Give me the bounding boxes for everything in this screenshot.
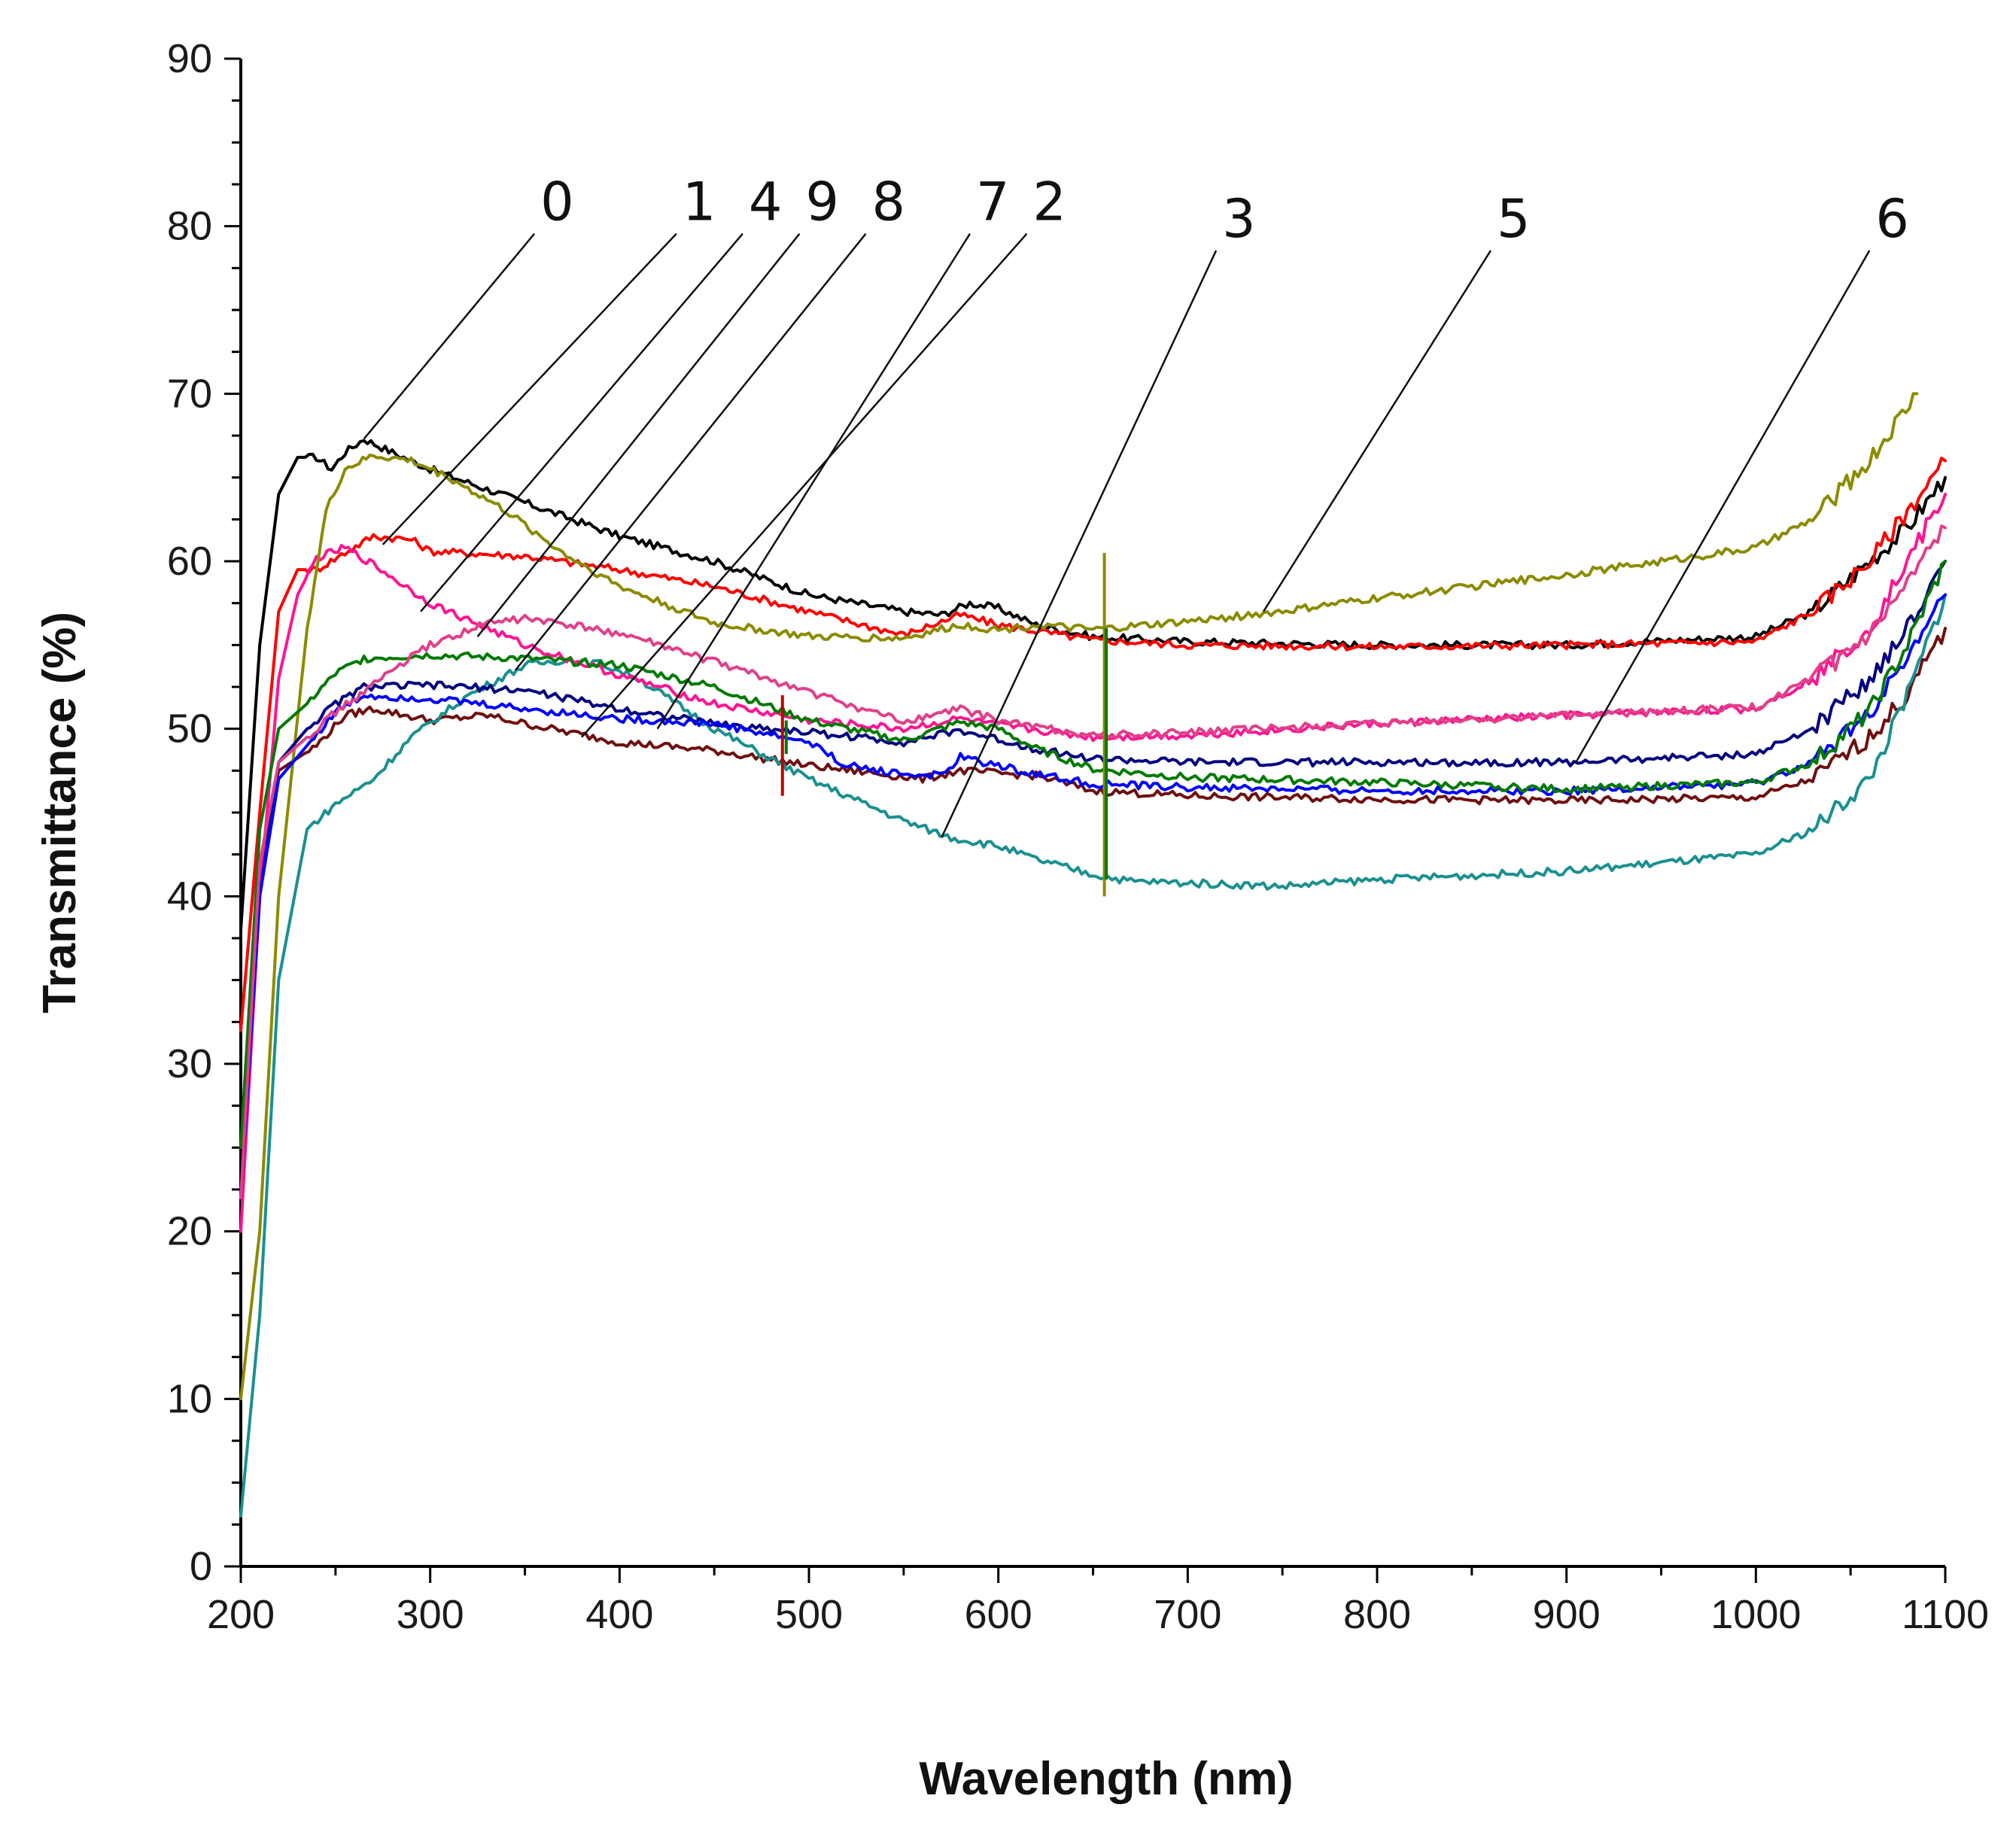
y-tick-label-0: 0 xyxy=(190,1544,212,1589)
y-tick-label-50: 50 xyxy=(167,706,212,752)
y-tick-label-80: 80 xyxy=(167,204,212,249)
tick-labels: 200 300 400 500 600 700 800 900 1000 110001020304… xyxy=(167,36,1989,1637)
series-line-1 xyxy=(239,456,1947,1032)
curve-label-0: 0 xyxy=(540,172,574,233)
series-line-0 xyxy=(239,439,1947,931)
series-line-7 xyxy=(239,593,1947,1200)
leader-line-3 xyxy=(941,250,1218,838)
x-axis-title: Wavelength (nm) xyxy=(919,1753,1293,1805)
y-tick-label-70: 70 xyxy=(167,371,212,416)
curve-label-7: 7 xyxy=(976,172,1010,233)
leader-line-5 xyxy=(1262,250,1492,612)
series-line-9 xyxy=(239,524,1947,1200)
curve-label-3: 3 xyxy=(1222,188,1256,250)
curve-label-2: 2 xyxy=(1032,172,1066,233)
x-tick-label-700: 700 xyxy=(1154,1592,1221,1637)
series-line-2 xyxy=(239,627,1947,1200)
curve-label-5: 5 xyxy=(1497,188,1531,250)
curve-label-4: 4 xyxy=(749,172,783,233)
curve-label-6: 6 xyxy=(1875,188,1909,250)
curve-label-9: 9 xyxy=(805,172,839,233)
series-line-6 xyxy=(239,560,1947,1200)
curve-labels: 0 1 2 3 4 5 6 7 89 xyxy=(540,172,1909,250)
x-tick-label-1000: 1000 xyxy=(1710,1592,1801,1637)
y-tick-label-90: 90 xyxy=(167,36,212,81)
x-tick-label-900: 900 xyxy=(1533,1592,1601,1637)
y-tick-label-60: 60 xyxy=(167,539,212,584)
y-tick-label-40: 40 xyxy=(167,873,212,919)
leader-line-0 xyxy=(363,232,536,440)
leader-line-2 xyxy=(581,232,1028,738)
series-line-5 xyxy=(239,392,1919,1401)
series-line-8 xyxy=(239,560,1947,1150)
x-tick-label-1100: 1100 xyxy=(1902,1592,1989,1637)
y-tick-label-10: 10 xyxy=(167,1376,212,1421)
curve-label-8: 8 xyxy=(872,172,906,233)
x-tick-label-600: 600 xyxy=(965,1592,1032,1637)
curve-leader-lines xyxy=(363,232,1871,838)
y-tick-label-30: 30 xyxy=(167,1041,212,1086)
curve-label-1: 1 xyxy=(683,172,716,233)
x-tick-label-400: 400 xyxy=(585,1592,653,1637)
leader-line-1 xyxy=(382,232,677,545)
x-tick-label-800: 800 xyxy=(1343,1592,1411,1637)
y-tick-label-20: 20 xyxy=(167,1209,212,1254)
leader-line-8 xyxy=(514,232,867,671)
x-tick-label-300: 300 xyxy=(397,1592,464,1637)
axis-ticks xyxy=(224,57,1947,1583)
x-tick-label-200: 200 xyxy=(207,1592,275,1637)
axes xyxy=(239,59,1945,1568)
leader-line-9 xyxy=(476,232,801,637)
y-axis-title: Transmittance (%) xyxy=(34,612,86,1013)
series-group xyxy=(239,392,1947,1518)
leader-line-6 xyxy=(1575,250,1871,763)
leader-line-4 xyxy=(420,232,743,612)
series-line-3 xyxy=(239,593,1947,1518)
x-tick-label-500: 500 xyxy=(775,1592,843,1637)
leader-line-7 xyxy=(656,232,971,730)
